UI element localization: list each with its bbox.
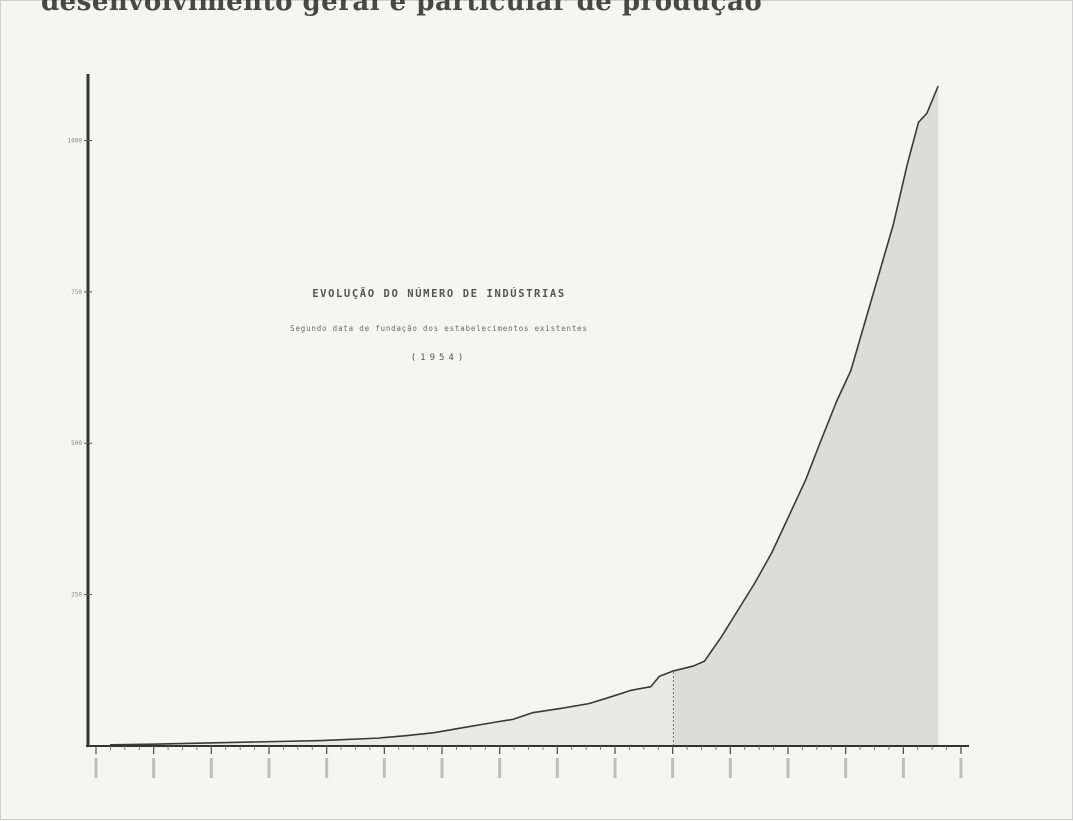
x-tick-label-smudge xyxy=(959,758,963,778)
x-tick-label-smudge xyxy=(325,758,329,778)
x-tick-label-smudge xyxy=(613,758,617,778)
x-tick-label-smudge xyxy=(498,758,502,778)
x-tick-label-smudge xyxy=(844,758,848,778)
x-tick-label-smudge xyxy=(267,758,271,778)
x-tick-label-smudge xyxy=(901,758,905,778)
y-tick-label: 500 xyxy=(71,440,82,447)
x-tick-label-smudge xyxy=(728,758,732,778)
x-tick-label-smudge xyxy=(786,758,790,778)
area-fill-late xyxy=(673,86,939,746)
series-line xyxy=(110,85,939,746)
chart-title: EVOLUÇÃO DO NÚMERO DE INDÚSTRIAS xyxy=(312,287,566,300)
x-tick-label-smudge xyxy=(440,758,444,778)
x-tick-label-smudge xyxy=(94,758,98,778)
x-tick-label-smudge xyxy=(152,758,156,778)
y-tick-label: 250 xyxy=(71,592,82,599)
area-fill-early xyxy=(110,670,674,746)
plot-area: 250 500 750 1000 xyxy=(68,74,969,778)
x-tick-label-smudge xyxy=(382,758,386,778)
chart-subtitle: Segundo data de fundação dos estabelecim… xyxy=(290,324,588,333)
x-tick-label-smudge xyxy=(671,758,675,778)
page-heading-text: desenvolvimento geral e particular de pr… xyxy=(41,0,763,17)
chart-year-note: (1954) xyxy=(411,353,468,363)
y-tick-label: 750 xyxy=(71,289,82,296)
x-tick-label-smudge xyxy=(555,758,559,778)
x-tick-label-smudge xyxy=(209,758,213,778)
y-tick-label: 1000 xyxy=(68,137,83,144)
